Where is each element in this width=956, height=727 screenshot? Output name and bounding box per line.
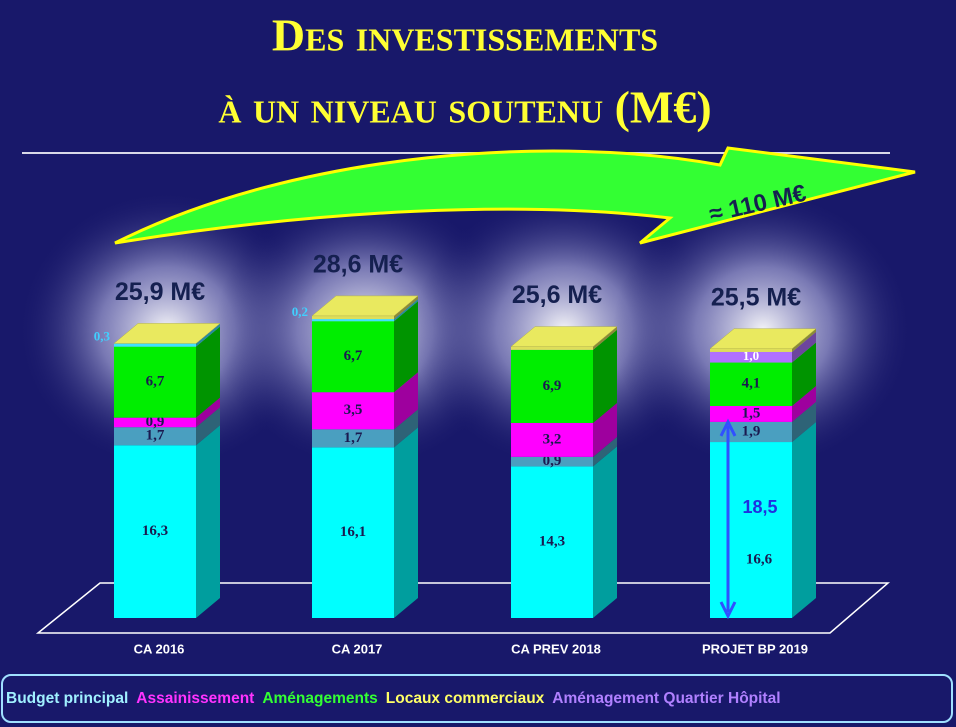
- category-label: CA 2017: [332, 641, 383, 656]
- segment-label: 3,2: [543, 431, 562, 447]
- bar-segment-side: [792, 422, 816, 618]
- bar-segment-side: [394, 299, 418, 322]
- growth-arrow: [114, 146, 916, 245]
- total-label: 28,6 M€: [313, 251, 403, 279]
- segment-label: 1,7: [344, 430, 363, 446]
- bar-segment-side: [196, 425, 220, 618]
- bar-segment: [114, 427, 196, 446]
- bar-segment-side: [792, 331, 816, 363]
- segment-label: 0,9: [543, 453, 562, 469]
- segment-label: 16,1: [340, 524, 366, 540]
- bar-segment-side: [792, 386, 816, 422]
- bar-segment: [511, 349, 593, 423]
- segment-label: 6,7: [344, 348, 363, 364]
- bar-segment: [312, 321, 394, 393]
- bar-segment-side: [196, 326, 220, 418]
- bracket-head: [719, 601, 737, 620]
- bracket-head: [719, 418, 737, 437]
- bar-segment: [710, 362, 792, 406]
- bar-segment-side: [792, 342, 816, 406]
- bar-segment-side: [394, 301, 418, 393]
- bar-segment-side: [196, 397, 220, 428]
- segment-label: 0,9: [146, 414, 165, 430]
- bar-segment-side: [394, 427, 418, 618]
- floor: [35, 582, 891, 634]
- bar-segment: [312, 429, 394, 448]
- bar-segment-side: [593, 329, 617, 423]
- bar-segment: [511, 346, 593, 350]
- segment-label: 14,3: [539, 534, 565, 550]
- legend-box: [1, 674, 953, 723]
- bracket-label: 18,5: [742, 497, 777, 517]
- segment-label: 16,3: [142, 523, 168, 539]
- segment-label: 1,5: [742, 405, 761, 421]
- bar-segment: [511, 422, 593, 457]
- bar-segment: [114, 346, 196, 418]
- legend-entry: Assainissement: [136, 690, 254, 707]
- bar-segment: [114, 445, 196, 618]
- legend: Budget principal Assainissement Aménagemen…: [6, 690, 781, 707]
- bar-segment: [114, 417, 196, 428]
- bar-segment-side: [593, 446, 617, 618]
- category-label: PROJET BP 2019: [702, 641, 808, 656]
- bar-segment: [710, 406, 792, 422]
- bar-top: [709, 328, 817, 350]
- title-line: à un niveau soutenu (M€): [218, 82, 711, 133]
- bar-segment: [312, 392, 394, 430]
- legend-entry: Budget principal: [6, 690, 128, 707]
- total-label: 25,5 M€: [711, 283, 801, 311]
- segment-label: 16,6: [746, 551, 773, 567]
- bar-segment: [710, 442, 792, 618]
- bar-top: [311, 295, 419, 317]
- bar-top: [510, 326, 618, 347]
- bar-segment: [511, 466, 593, 618]
- segment-label: 1,9: [742, 423, 761, 439]
- segment-label: 3,5: [344, 402, 363, 418]
- legend-entry: Locaux commerciaux: [386, 690, 545, 707]
- title-line: Des investissements: [272, 10, 658, 61]
- segment-label: 1,0: [743, 348, 759, 363]
- bar-segment-side: [792, 401, 816, 443]
- bar-segment: [710, 348, 792, 352]
- bar-segment: [114, 343, 196, 347]
- bar-segment-side: [196, 407, 220, 446]
- bar-segment-side: [593, 436, 617, 467]
- total-label: 25,9 M€: [115, 278, 205, 306]
- category-label: CA 2016: [134, 641, 185, 656]
- bar-segment-side: [593, 326, 617, 350]
- bar-segment: [312, 315, 394, 320]
- legend-entry: Aménagement Quartier Hôpital: [552, 690, 780, 707]
- segment-label: 1,7: [146, 428, 165, 444]
- bar-segment-side: [792, 328, 816, 352]
- segment-label: 6,7: [146, 374, 165, 390]
- bar-segment: [312, 319, 394, 322]
- bar-segment: [710, 351, 792, 363]
- bar-top: [113, 323, 221, 344]
- total-label: 25,6 M€: [512, 281, 602, 309]
- category-label: CA PREV 2018: [511, 641, 601, 656]
- segment-label: 4,1: [742, 376, 761, 392]
- legend-entry: Aménagements: [262, 690, 377, 707]
- bar-segment-side: [394, 409, 418, 448]
- bar-segment-side: [394, 295, 418, 320]
- segment-label: 6,9: [543, 378, 562, 394]
- bar-segment-side: [593, 402, 617, 457]
- bar-segment: [511, 456, 593, 467]
- bar-segment-side: [196, 323, 220, 347]
- segment-label: 0,2: [292, 304, 308, 319]
- bar-segment: [312, 447, 394, 618]
- bar-segment-side: [394, 372, 418, 430]
- segment-label: 0,3: [94, 328, 111, 343]
